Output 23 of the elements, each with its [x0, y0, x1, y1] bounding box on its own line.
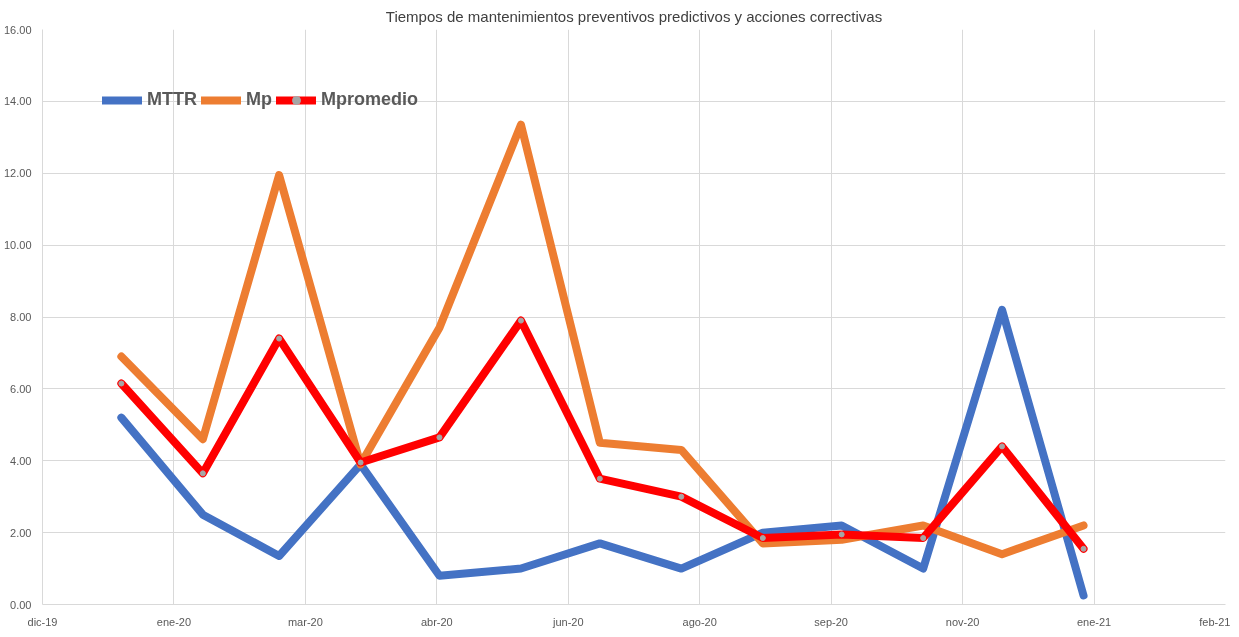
- y-tick-label: 4.00: [10, 454, 32, 467]
- legend-label: Mp: [245, 89, 272, 110]
- chart-title: Tiempos de mantenimientos preventivos predictivos y acciones correctivas: [385, 7, 883, 25]
- x-tick-label: sep-20: [814, 615, 848, 628]
- y-tick-label: 2.00: [10, 526, 32, 539]
- x-tick-label: ago-20: [682, 615, 717, 628]
- x-tick-label: abr-20: [420, 615, 453, 628]
- x-tick-label: mar-20: [287, 615, 323, 628]
- x-tick-label: ene-21: [1076, 615, 1112, 628]
- legend-label: MTTR: [147, 89, 197, 110]
- y-tick-label: 8.00: [10, 311, 32, 323]
- y-tick-label: 16.00: [3, 23, 32, 36]
- x-tick-label: ene-20: [156, 615, 192, 628]
- x-tick-label: feb-21: [1199, 615, 1231, 628]
- x-tick-label: nov-20: [945, 615, 980, 628]
- x-tick-label: dic-19: [27, 615, 58, 628]
- y-tick-label: 6.00: [10, 382, 32, 395]
- y-tick-label: 14.00: [3, 95, 32, 108]
- y-tick-label: 0.00: [10, 598, 32, 611]
- y-tick-label: 10.00: [3, 239, 32, 252]
- legend-label: Mpromedio: [320, 89, 418, 110]
- y-tick-label: 12.00: [3, 167, 32, 180]
- x-tick-label: jun-20: [551, 615, 584, 628]
